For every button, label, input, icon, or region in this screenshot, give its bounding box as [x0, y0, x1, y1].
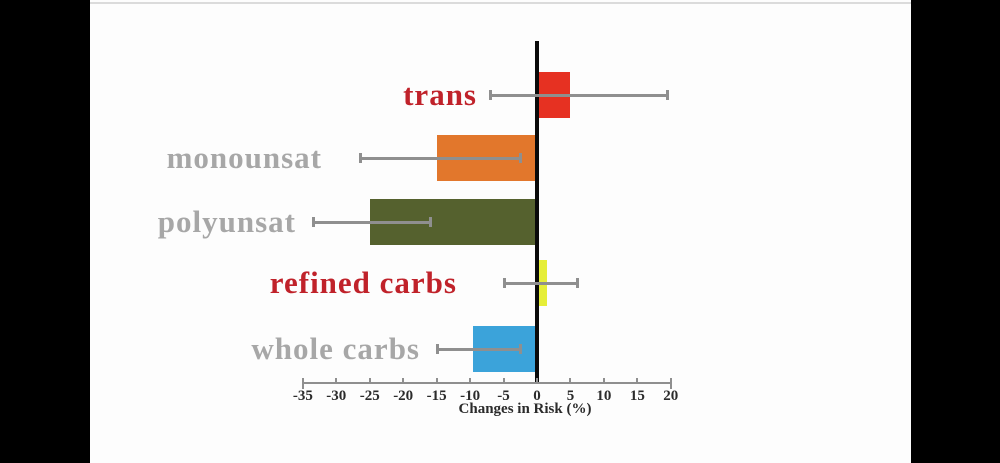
x-tick-label--35: -35: [292, 388, 313, 404]
x-axis-title: Changes in Risk (%): [458, 401, 592, 417]
x-tick-label--25: -25: [359, 388, 380, 404]
error-cap-high-trans: [666, 90, 670, 100]
x-tick--25: [368, 378, 371, 382]
x-tick-label-15: 15: [629, 388, 645, 404]
error-cap-high-refined-carbs: [576, 278, 580, 288]
x-tick-label--15: -15: [426, 388, 447, 404]
right-letterbox: [911, 0, 1000, 463]
category-label-whole-carbs: whole carbs: [251, 331, 420, 366]
zero-axis-line: [535, 41, 539, 383]
error-cap-low-monounsat: [358, 153, 362, 163]
x-axis-right-endcap: [669, 382, 672, 389]
x-tick--30: [335, 378, 338, 382]
x-tick-label--5: -5: [497, 388, 510, 404]
category-label-polyunsat: polyunsat: [157, 204, 296, 239]
x-tick-label--30: -30: [326, 388, 347, 404]
x-tick-label-20: 20: [663, 388, 679, 404]
category-label-monounsat: monounsat: [166, 140, 322, 175]
left-letterbox: [0, 0, 90, 463]
error-cap-low-trans: [489, 90, 493, 100]
error-cap-high-whole-carbs: [519, 344, 523, 354]
x-tick-15: [636, 378, 639, 382]
x-tick--15: [435, 378, 438, 382]
error-bar-whole-carbs: [436, 347, 521, 351]
x-tick-10: [602, 378, 605, 382]
x-axis-left-endcap: [301, 382, 304, 389]
error-cap-high-monounsat: [519, 153, 523, 163]
x-axis-line: [301, 382, 672, 384]
x-tick-label--20: -20: [393, 388, 414, 404]
error-cap-high-polyunsat: [428, 217, 432, 227]
x-tick-5: [569, 378, 572, 382]
error-cap-low-refined-carbs: [502, 278, 506, 288]
x-tick-label-0: 0: [533, 388, 541, 404]
x-tick-20: [669, 378, 672, 382]
x-tick-0: [536, 378, 538, 382]
error-bar-monounsat: [359, 156, 521, 160]
x-tick--10: [469, 378, 472, 382]
category-label-refined-carbs: refined carbs: [269, 265, 457, 300]
panel-top-edge-line: [90, 2, 911, 4]
category-label-trans: trans: [403, 77, 477, 112]
x-tick--35: [301, 378, 304, 382]
error-bar-polyunsat: [312, 220, 430, 224]
x-tick--20: [402, 378, 405, 382]
error-bar-trans: [490, 93, 668, 97]
error-cap-low-polyunsat: [311, 217, 315, 227]
x-tick-label--10: -10: [460, 388, 481, 404]
x-tick-label-5: 5: [566, 388, 575, 404]
x-tick--5: [502, 378, 505, 382]
error-bar-refined-carbs: [503, 281, 578, 285]
error-cap-low-whole-carbs: [435, 344, 439, 354]
x-tick-label-10: 10: [596, 388, 612, 404]
